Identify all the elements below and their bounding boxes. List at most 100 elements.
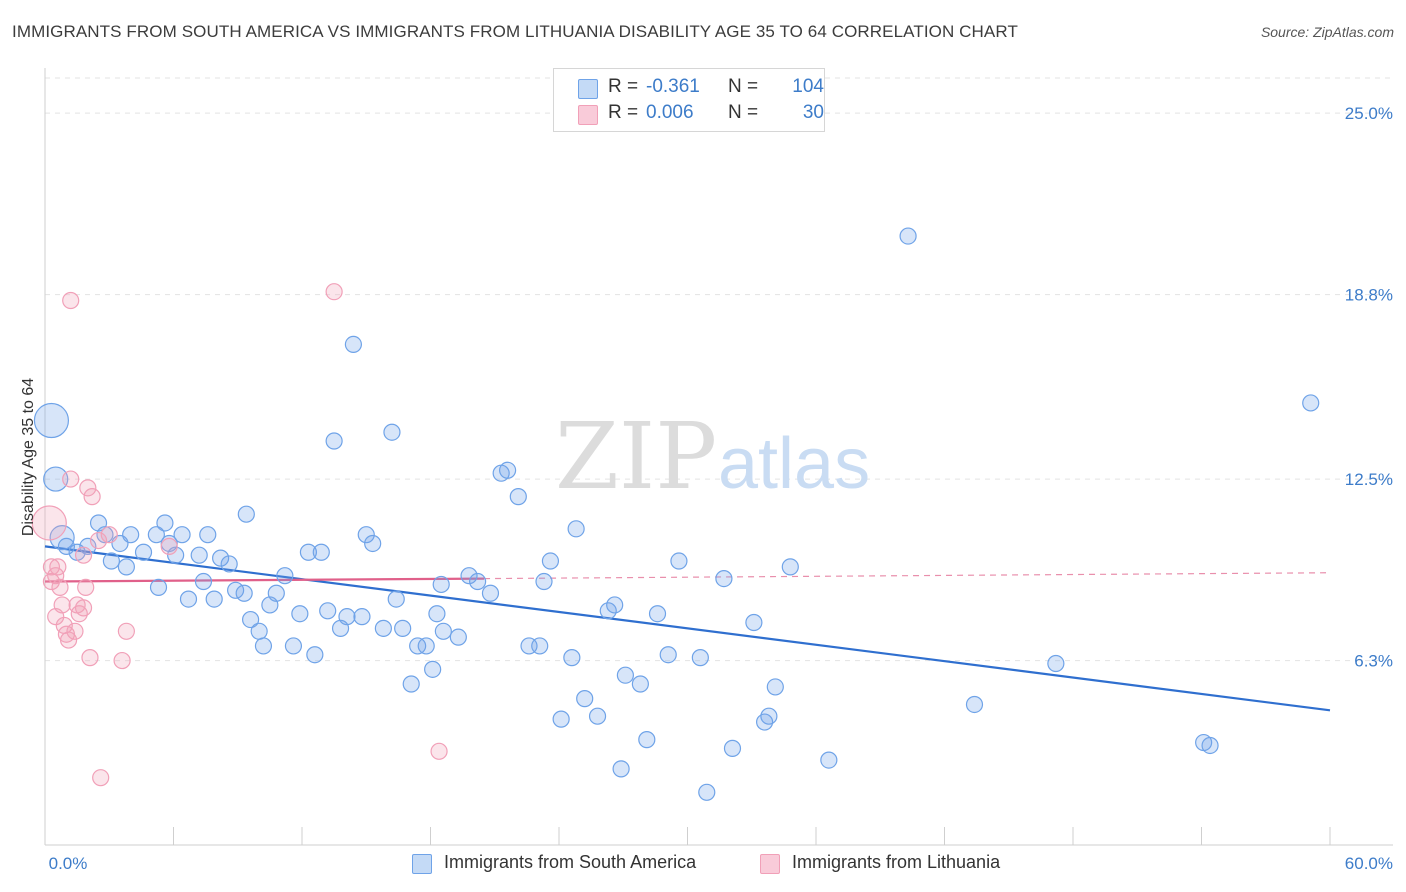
point-south-america	[284, 637, 303, 655]
point-south-america	[616, 666, 634, 684]
point-south-america	[424, 660, 442, 678]
point-south-america	[402, 675, 420, 693]
point-south-america	[499, 461, 517, 479]
watermark-zip: ZIP	[555, 403, 717, 510]
data-points	[31, 227, 1320, 801]
point-south-america	[199, 526, 217, 544]
point-lithuania	[66, 622, 84, 640]
y-axis-label: Disability Age 35 to 64	[20, 378, 37, 536]
point-south-america	[1302, 394, 1320, 412]
legend-swatch-pink	[578, 105, 598, 125]
point-lithuania	[62, 470, 80, 488]
point-south-america	[432, 575, 450, 594]
point-south-america	[820, 751, 838, 769]
point-south-america	[353, 608, 371, 626]
point-south-america	[723, 739, 742, 757]
point-south-america	[576, 690, 594, 708]
point-south-america	[434, 622, 452, 640]
legend-label: Immigrants from Lithuania	[792, 852, 1001, 872]
point-lithuania	[74, 546, 93, 564]
point-south-america	[325, 432, 343, 450]
point-lithuania	[113, 651, 131, 670]
series-legend: Immigrants from South America Immigrants…	[0, 852, 1406, 878]
correlation-legend: R = -0.361 N = 104 R = 0.006 N = 30	[553, 68, 825, 132]
point-south-america	[588, 707, 607, 725]
point-lithuania	[49, 558, 67, 576]
point-south-america	[250, 622, 268, 640]
point-south-america	[670, 552, 688, 570]
point-south-america	[156, 514, 174, 532]
point-south-america	[190, 546, 208, 564]
point-south-america	[535, 572, 553, 591]
point-south-america	[147, 526, 165, 544]
x-tick-label: 0.0%	[49, 854, 88, 873]
point-lithuania	[77, 578, 95, 596]
point-south-america	[715, 569, 733, 588]
point-south-america	[552, 710, 570, 728]
point-south-america	[509, 488, 527, 506]
legend-n-value: 30	[802, 102, 824, 123]
point-south-america	[698, 783, 716, 801]
legend-r-value: 0.006	[646, 102, 694, 123]
point-lithuania	[79, 479, 97, 497]
point-south-america	[1047, 654, 1065, 673]
point-south-america	[49, 525, 75, 551]
point-south-america	[357, 526, 375, 544]
watermark: ZIP atlas	[555, 403, 870, 510]
trendline-lithuania-extension	[484, 572, 1331, 580]
point-south-america	[276, 567, 294, 585]
point-south-america	[344, 335, 362, 354]
point-south-america	[205, 590, 223, 608]
point-south-america	[43, 466, 69, 492]
tick-labels: 6.3% 12.5% 18.8% 25.0% 0.0% 60.0%	[49, 104, 1393, 873]
y-tick-label: 6.3%	[1354, 652, 1393, 671]
point-lithuania	[74, 599, 93, 617]
point-south-america	[599, 602, 617, 620]
point-south-america	[96, 526, 114, 544]
point-south-america	[149, 578, 168, 596]
point-south-america	[481, 584, 500, 602]
point-south-america	[469, 572, 487, 591]
point-south-america	[33, 402, 70, 439]
point-south-america	[394, 619, 412, 637]
watermark-atlas: atlas	[718, 424, 870, 504]
point-south-america	[117, 558, 135, 576]
trend-lines	[44, 545, 1331, 712]
point-south-america	[612, 760, 630, 778]
point-south-america	[563, 649, 581, 667]
point-south-america	[267, 584, 285, 602]
legend-swatch-blue	[412, 854, 432, 874]
point-lithuania	[325, 283, 343, 301]
trendline-south-america	[44, 545, 1331, 712]
source-label: Source: ZipAtlas.com	[1260, 24, 1394, 40]
point-lithuania	[92, 769, 110, 787]
point-south-america	[631, 675, 649, 693]
point-south-america	[417, 637, 435, 655]
point-south-america	[312, 543, 330, 561]
point-south-america	[899, 227, 917, 245]
point-south-america	[374, 619, 392, 637]
point-south-america	[606, 596, 624, 614]
legend-r-value: -0.361	[646, 76, 700, 97]
trendline-lithuania	[44, 577, 485, 583]
point-south-america	[102, 552, 120, 570]
point-lithuania	[89, 531, 108, 550]
point-south-america	[567, 520, 585, 538]
point-south-america	[745, 613, 763, 632]
point-south-america	[220, 555, 238, 573]
point-south-america	[306, 646, 324, 664]
point-south-america	[237, 505, 255, 523]
point-south-america	[1201, 736, 1219, 755]
point-south-america	[79, 537, 97, 555]
point-south-america	[760, 707, 778, 725]
point-south-america	[134, 543, 153, 561]
point-south-america	[212, 549, 230, 567]
point-south-america	[242, 610, 260, 629]
point-south-america	[179, 590, 198, 608]
x-tick-label: 60.0%	[1345, 854, 1393, 873]
point-lithuania	[81, 649, 99, 667]
point-south-america	[173, 526, 191, 544]
point-lithuania	[42, 558, 61, 576]
point-south-america	[254, 637, 273, 655]
